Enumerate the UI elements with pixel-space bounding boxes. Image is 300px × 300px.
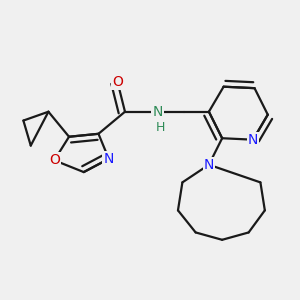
Text: N: N	[204, 158, 214, 172]
Text: O: O	[49, 153, 60, 167]
Text: N: N	[103, 152, 114, 166]
Text: N: N	[152, 105, 163, 119]
Text: O: O	[112, 75, 123, 89]
Text: H: H	[156, 122, 165, 134]
Text: N: N	[248, 133, 258, 147]
